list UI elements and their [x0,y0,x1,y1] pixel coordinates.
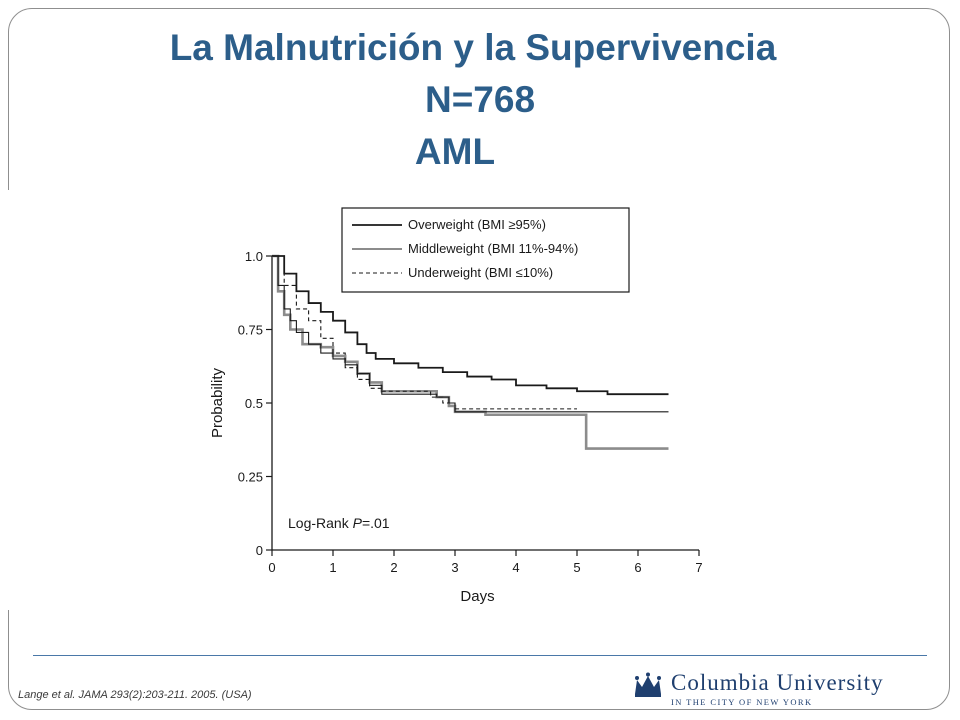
legend-label: Overweight (BMI ≥95%) [408,217,546,232]
y-axis-label: Probability [209,367,226,438]
x-tick-label: 4 [512,560,519,575]
footer-rule [33,655,927,656]
logrank-value: =.01 [362,515,390,531]
x-tick-label: 0 [268,560,275,575]
frame-gap [0,190,14,610]
y-tick-label: 0.25 [238,470,263,485]
x-tick-label: 1 [329,560,336,575]
columbia-logo: Columbia University IN THE CITY OF NEW Y… [633,668,923,712]
slide-subtitle-n: N=768 [424,79,536,120]
y-tick-label: 0.5 [245,396,263,411]
x-tick-label: 3 [451,560,458,575]
series-line [272,254,669,450]
series-line [272,255,669,396]
x-tick-label: 2 [390,560,397,575]
crown-icon [635,672,661,697]
x-tick-label: 7 [695,560,702,575]
series-line [272,255,669,413]
logrank-prefix: Log-Rank [288,515,353,531]
logrank-p: P [353,515,363,531]
title-block: La Malnutrición y la Supervivencia N=768… [0,22,960,178]
x-tick-label: 5 [573,560,580,575]
slide-subtitle-aml: AML [414,131,496,172]
legend-box [341,207,630,293]
x-axis-label: Days [460,588,494,605]
citation: Lange et al. JAMA 293(2):203-211. 2005. … [18,689,252,701]
chart-axes: 0 0.25 0.5 0.75 1.0 0 1 2 3 4 5 6 7 Days Probability [209,249,703,605]
slide-title: La Malnutrición y la Supervivencia [169,27,777,68]
chart-legend: Overweight (BMI ≥95%) Middleweight (BMI 1… [341,207,630,293]
logrank-annotation: Log-Rank P=.01 [288,515,390,531]
logo-subtitle: IN THE CITY OF NEW YORK [671,697,813,707]
chart-curves [272,254,669,450]
y-tick-label: 1.0 [245,249,263,264]
y-tick-label: 0.75 [238,323,263,338]
legend-label: Underweight (BMI ≤10%) [408,265,553,280]
x-tick-label: 6 [634,560,641,575]
logo-name: Columbia University [671,670,884,695]
y-tick-label: 0 [256,543,263,558]
legend-label: Middleweight (BMI 11%-94%) [408,241,578,256]
